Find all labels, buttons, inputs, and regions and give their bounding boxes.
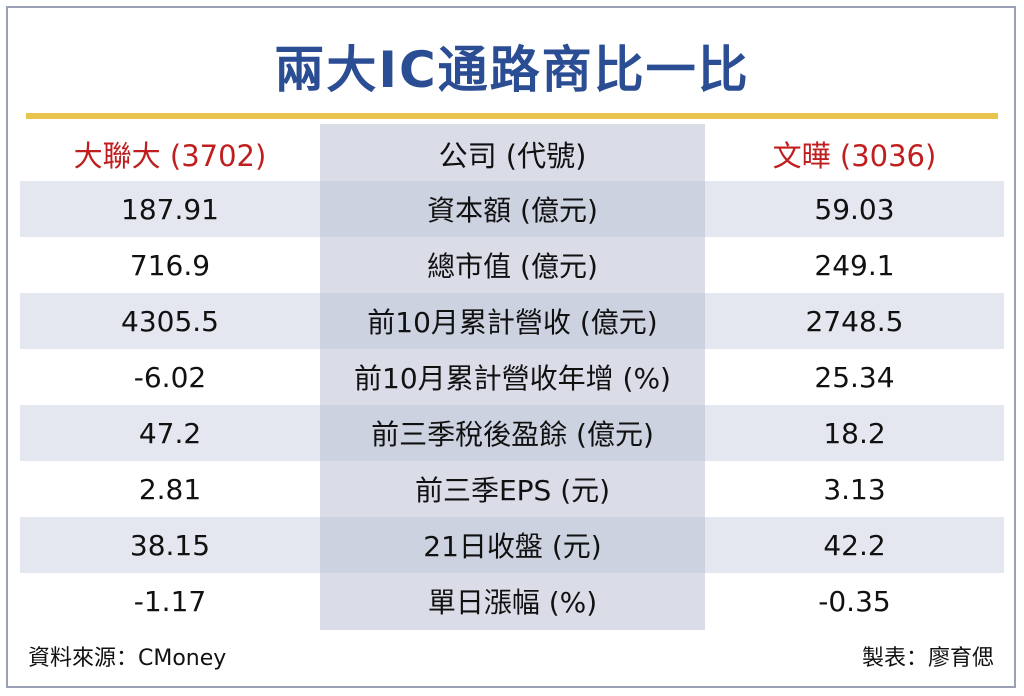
- row-label: 前10月累計營收年增 (%): [354, 362, 671, 395]
- right-value: 59.03: [814, 192, 895, 226]
- left-value: 47.2: [138, 416, 202, 450]
- row-stripe: [20, 293, 1004, 349]
- left-value: 187.91: [121, 192, 219, 226]
- row-stripe: [20, 405, 1004, 461]
- row-label: 前10月累計營收 (億元): [367, 306, 658, 339]
- right-value: 249.1: [814, 248, 895, 282]
- row-label: 前三季EPS (元): [414, 474, 611, 507]
- right-value: 3.13: [823, 472, 886, 506]
- row-label: 資本額 (億元): [427, 194, 598, 227]
- left-value: 2.81: [138, 472, 202, 506]
- right-value: -0.35: [818, 584, 891, 618]
- title-divider: [26, 113, 998, 119]
- row-label: 21日收盤 (元): [423, 530, 602, 563]
- row-stripe: [20, 517, 1004, 573]
- row-label: 單日漲幅 (%): [427, 586, 598, 619]
- header-right-company: 文曄 (3036): [772, 138, 937, 173]
- right-value: 18.2: [823, 416, 886, 450]
- row-stripe: [20, 181, 1004, 237]
- right-value: 42.2: [823, 528, 886, 562]
- header-center-label: 公司 (代號): [438, 138, 587, 173]
- left-value: 38.15: [129, 528, 211, 562]
- right-value: 25.34: [814, 360, 895, 394]
- row-label: 前三季稅後盈餘 (億元): [371, 418, 654, 451]
- page-title: 兩大IC通路商比一比: [274, 41, 750, 99]
- left-value: 4305.5: [121, 304, 219, 338]
- credit-note: 製表：廖育偲: [861, 646, 994, 671]
- left-value: -6.02: [133, 360, 207, 394]
- left-value: -1.17: [133, 584, 207, 618]
- source-note: 資料來源：CMoney: [28, 646, 227, 671]
- right-value: 2748.5: [805, 304, 904, 338]
- left-value: 716.9: [129, 248, 211, 282]
- row-label: 總市值 (億元): [427, 250, 598, 283]
- header-left-company: 大聯大 (3702): [73, 138, 267, 173]
